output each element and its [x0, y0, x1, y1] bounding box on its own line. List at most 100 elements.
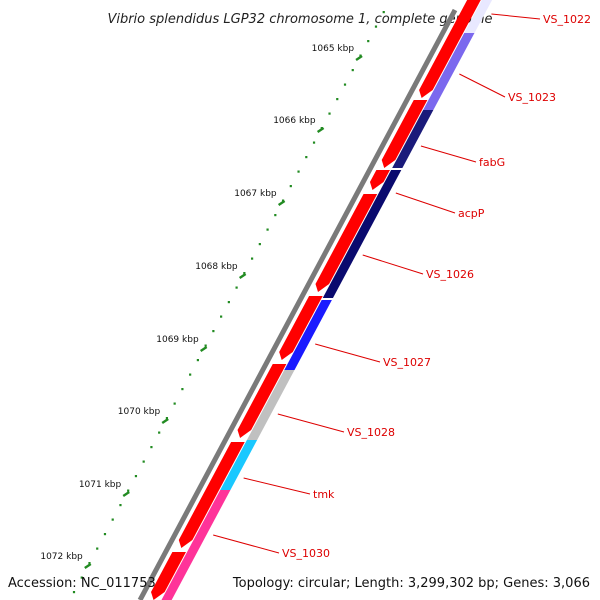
gene-label-fabg: fabG: [479, 156, 505, 169]
gene-label-vs-1026: VS_1026: [426, 268, 474, 281]
forward-cds-arrow: [369, 170, 390, 190]
accession-text: Accession: NC_011753: [8, 576, 156, 591]
tick-dot: [281, 199, 285, 202]
tick-dot: [158, 431, 161, 434]
gene-band-fabg: [392, 110, 434, 168]
tick-dot: [297, 170, 300, 173]
tick-dot: [235, 286, 238, 289]
leader-line: [491, 13, 541, 20]
tick-dot: [351, 69, 354, 72]
leader-line: [395, 192, 456, 214]
major-tick: [122, 491, 130, 497]
tick-dot: [312, 141, 316, 144]
major-tick: [84, 563, 92, 569]
tick-dot: [266, 228, 269, 231]
leader-line: [362, 254, 424, 275]
forward-cds-arrow: [151, 552, 186, 600]
forward-cds-arrow: [381, 100, 428, 168]
tick-label: 1068 kbp: [195, 262, 238, 272]
tick-marks: 1065 kbp 1066 kbp 1067 kbp 1068 kbp 1069 kbp…: [40, 44, 363, 569]
forward-cds-arrow: [237, 364, 287, 438]
tick-dot: [88, 562, 91, 565]
leader-line: [213, 534, 280, 554]
tick-dot: [204, 344, 207, 347]
gene-label-acpp: acpP: [458, 207, 485, 220]
tick-label: 1067 kbp: [234, 189, 277, 199]
major-tick: [277, 200, 286, 206]
tick-dot: [258, 243, 261, 246]
gene-band-vs-1023: [423, 33, 475, 110]
tick-dot: [367, 40, 370, 43]
tick-dot: [127, 489, 130, 492]
gene-label-vs-1030: VS_1030: [282, 547, 330, 560]
tick-dot: [336, 98, 339, 101]
tick-dot: [250, 257, 254, 260]
tick-dot: [80, 576, 83, 579]
tick-dot: [189, 373, 192, 376]
tick-dot: [212, 330, 215, 333]
gene-band-vs-1026: [322, 200, 386, 298]
major-tick: [355, 55, 363, 61]
leader-line: [277, 413, 345, 433]
tick-dot: [243, 272, 246, 275]
gene-label-vs-1028: VS_1028: [347, 426, 395, 439]
topology-text: Topology: circular; Length: 3,299,302 bp…: [232, 576, 590, 591]
major-tick: [199, 346, 208, 352]
tick-dot: [173, 402, 176, 405]
tick-dot: [289, 185, 292, 188]
gene-band-vs-1027: [284, 300, 332, 370]
tick-dot: [227, 301, 230, 304]
major-tick: [161, 418, 169, 424]
leader-line: [243, 477, 311, 495]
tick-dots: [72, 11, 385, 594]
gene-band-tmk: [220, 440, 258, 490]
forward-cds-arrow: [315, 194, 378, 292]
tick-dot: [103, 533, 107, 536]
tick-dot: [96, 547, 99, 550]
gene-band-vs-1030: [161, 490, 231, 600]
tick-dot: [328, 112, 331, 115]
tick-label: 1066 kbp: [273, 116, 316, 126]
tick-dot: [359, 54, 362, 57]
leader-line: [459, 73, 506, 98]
gene-label-vs-1027: VS_1027: [383, 356, 431, 369]
tick-dot: [274, 214, 277, 217]
gene-band-vs-1022: [464, 0, 493, 33]
tick-dot: [111, 518, 114, 521]
tick-dot: [150, 446, 153, 449]
tick-dot: [165, 417, 169, 420]
tick-label: 1070 kbp: [118, 407, 161, 417]
tick-dot: [343, 83, 347, 86]
tick-label: 1071 kbp: [79, 480, 122, 490]
reverse-strand-genes: [161, 0, 493, 600]
tick-dot: [142, 460, 145, 463]
tick-dot: [119, 504, 122, 507]
leader-line: [420, 145, 477, 163]
forward-cds-arrow: [279, 296, 323, 360]
gene-label-vs-1022: VS_1022: [543, 13, 591, 26]
gene-band-vs-1028: [246, 370, 295, 440]
backbone-line: [137, 8, 458, 600]
major-tick: [316, 127, 325, 133]
gene-label-tmk: tmk: [313, 488, 335, 501]
gene-labels: VS_1022 VS_1023 fabG acpP VS_1026 VS_1027 VS_1…: [213, 13, 591, 560]
major-tick: [238, 273, 247, 279]
leader-line: [315, 343, 381, 363]
forward-cds-arrow: [178, 442, 245, 548]
tick-dot: [196, 359, 199, 362]
tick-label: 1065 kbp: [312, 44, 355, 54]
gene-band-acpp: [375, 170, 402, 200]
tick-dot: [220, 315, 223, 318]
forward-strand-cds: [151, 0, 481, 600]
tick-dot: [181, 388, 184, 391]
tick-label: 1072 kbp: [40, 552, 83, 562]
tick-label: 1069 kbp: [156, 335, 199, 345]
map-title: Vibrio splendidus LGP32 chromosome 1, co…: [107, 12, 492, 27]
tick-dot: [374, 25, 378, 28]
gene-label-vs-1023: VS_1023: [508, 91, 556, 104]
tick-dot: [134, 475, 138, 478]
tick-dot: [72, 591, 76, 594]
forward-cds-arrow: [419, 0, 481, 98]
tick-dot: [382, 11, 385, 14]
